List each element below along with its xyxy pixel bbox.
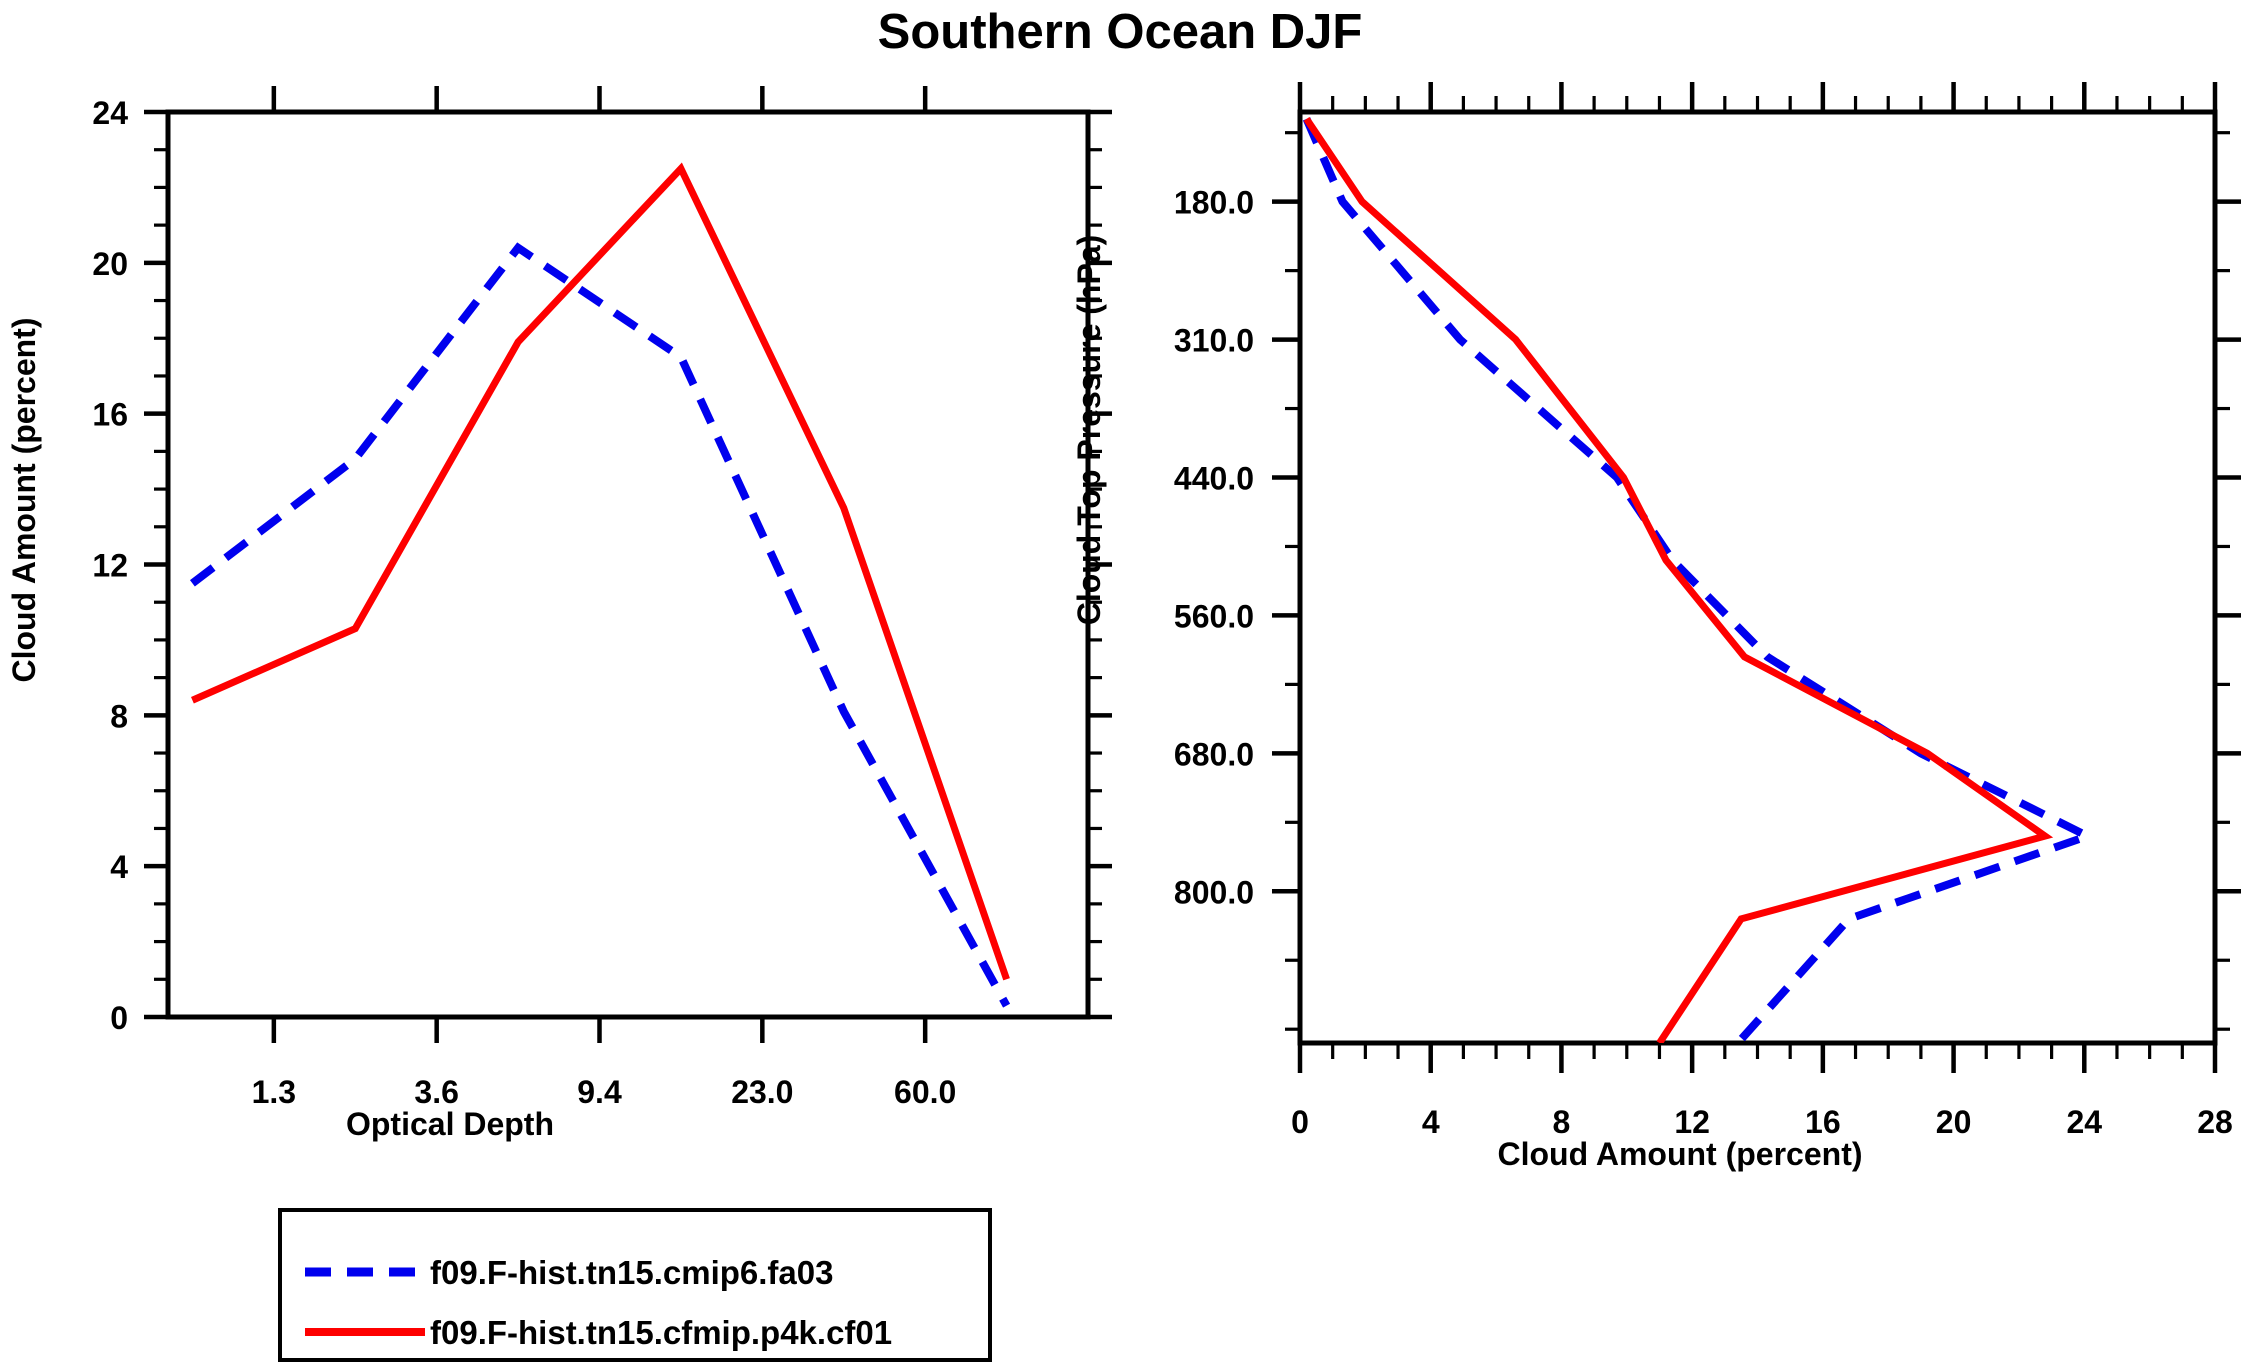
left-x-tick-label: 60.0 [894,1074,956,1110]
right-plot-frame [1297,109,2218,1046]
left-y-tick-label: 24 [92,95,128,131]
left-y-tick-label: 20 [92,246,128,282]
legend-label-1: f09.F-hist.tn15.cfmip.p4k.cf01 [430,1314,892,1351]
left-x-tick-label: 23.0 [731,1074,793,1110]
right-x-tick-label: 28 [2197,1104,2233,1140]
left-x-tick-label: 9.4 [577,1074,622,1110]
left-series-1 [191,162,1010,981]
left-plot-frame [165,109,1091,1020]
right-series-0 [1302,117,2098,1043]
left-y-tick-label: 8 [110,698,128,734]
page-title: Southern Ocean DJF [878,5,1363,59]
right-y-tick-label: 180.0 [1174,185,1254,221]
left-y-tick-label: 16 [92,397,128,433]
right-x-tick-label: 16 [1805,1104,1841,1140]
right-x-tick-label: 12 [1674,1104,1710,1140]
cloud-top-pressure-panel: 0 4 8 12 16 20 24 28 180.0 310.0 440.0 560.0 680.0 80… [1071,82,2241,1172]
left-x-tick-label: 1.3 [252,1074,296,1110]
right-y-axis-label: Cloud Top Pressure (hPa) [1071,235,1107,626]
right-x-axis-label: Cloud Amount (percent) [1498,1136,1863,1172]
right-series-1 [1303,116,2054,1043]
right-x-tick-label: 4 [1422,1104,1440,1140]
right-y-tick-label: 800.0 [1174,874,1254,910]
right-y-tick-label: 310.0 [1174,323,1254,359]
right-x-tick-label: 8 [1553,1104,1571,1140]
right-y-tick-label: 440.0 [1174,461,1254,497]
right-y-tick-label: 680.0 [1174,736,1254,772]
optical-depth-panel: 0 4 8 12 16 20 24 1.3 3.6 9.4 23.0 60.0 Optical Dep… [6,86,1112,1142]
right-x-tick-label: 0 [1291,1104,1309,1140]
legend-label-0: f09.F-hist.tn15.cmip6.fa03 [430,1254,833,1291]
right-x-tick-label: 24 [2066,1104,2102,1140]
right-y-tick-label: 560.0 [1174,598,1254,634]
legend: f09.F-hist.tn15.cmip6.fa03 f09.F-hist.tn1… [278,1208,992,1362]
right-x-tick-label: 20 [1936,1104,1972,1140]
left-y-tick-label: 4 [110,849,128,885]
left-y-tick-label: 12 [92,548,128,584]
left-y-tick-label: 0 [110,1000,128,1036]
left-y-axis-label: Cloud Amount (percent) [6,318,42,683]
left-x-axis-label: Optical Depth [346,1106,554,1142]
left-series-0 [189,242,1011,1008]
left-x-tick-label: 3.6 [414,1074,458,1110]
